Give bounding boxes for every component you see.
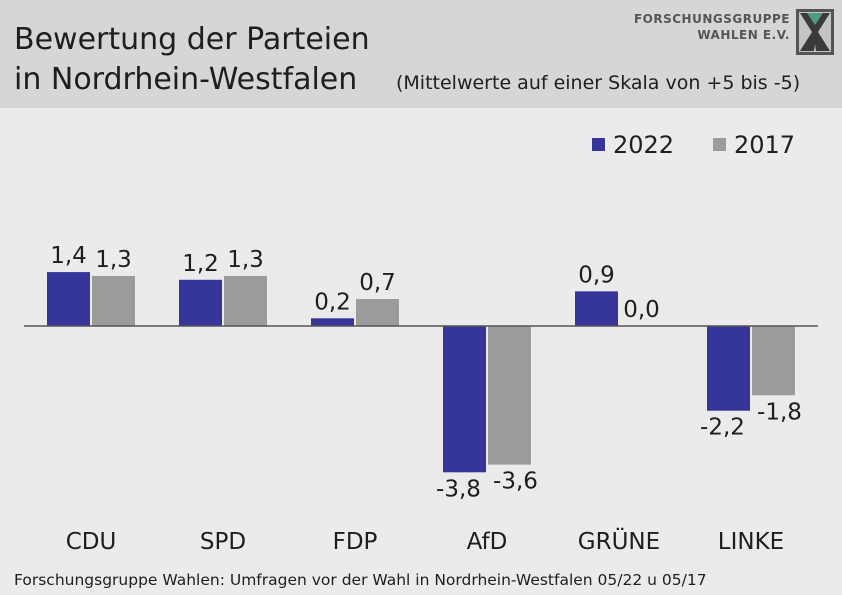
data-label-spd-2022: 1,2 [182, 251, 219, 277]
bar-cdu-2017 [92, 275, 135, 326]
bar-afd-2022 [443, 326, 486, 473]
category-label-afd: AfD [467, 529, 508, 555]
category-label-cdu: CDU [66, 529, 117, 555]
data-label-grüne-2022: 0,9 [578, 262, 615, 288]
chart-title-line-1: Bewertung der Parteien [14, 22, 370, 57]
bar-grüne-2022 [575, 291, 618, 326]
bar-cdu-2022 [47, 272, 90, 326]
data-label-grüne-2017: 0,0 [623, 297, 660, 323]
bar-linke-2022 [707, 326, 750, 411]
data-label-linke-2022: -2,2 [700, 415, 745, 441]
data-label-afd-2017: -3,6 [493, 469, 538, 495]
forschungsgruppe-logo-icon [796, 9, 834, 55]
data-label-spd-2017: 1,3 [227, 247, 264, 273]
bar-fdp-2022 [311, 318, 354, 326]
bar-spd-2022 [179, 279, 222, 326]
data-label-linke-2017: -1,8 [757, 399, 802, 425]
category-label-linke: LINKE [718, 529, 784, 555]
data-label-afd-2022: -3,8 [436, 476, 481, 502]
chart-title-line-2: in Nordrhein-Westfalen [14, 62, 358, 97]
logo-text-line-2: WAHLEN E.V. [697, 28, 790, 42]
legend-label-2017: 2017 [734, 131, 796, 159]
logo-text-line-1: FORSCHUNGSGRUPPE [633, 12, 790, 26]
bar-linke-2017 [752, 326, 795, 396]
bar-afd-2017 [488, 326, 531, 465]
data-label-cdu-2017: 1,3 [95, 247, 132, 273]
bar-fdp-2017 [356, 299, 399, 326]
chart-subtitle: (Mittelwerte auf einer Skala von +5 bis … [396, 72, 801, 94]
header-band: Bewertung der Parteien in Nordrhein-West… [0, 0, 842, 108]
category-label-spd: SPD [200, 529, 246, 555]
bar-spd-2017 [224, 275, 267, 326]
legend-swatch-2017 [713, 138, 726, 151]
data-label-cdu-2022: 1,4 [50, 243, 87, 269]
legend-label-2022: 2022 [613, 131, 675, 159]
data-label-fdp-2022: 0,2 [314, 289, 351, 315]
source-footnote: Forschungsgruppe Wahlen: Umfragen vor de… [14, 571, 707, 589]
category-label-fdp: FDP [333, 529, 378, 555]
category-label-grüne: GRÜNE [578, 527, 660, 555]
legend-swatch-2022 [592, 138, 605, 151]
data-label-fdp-2017: 0,7 [359, 270, 396, 296]
